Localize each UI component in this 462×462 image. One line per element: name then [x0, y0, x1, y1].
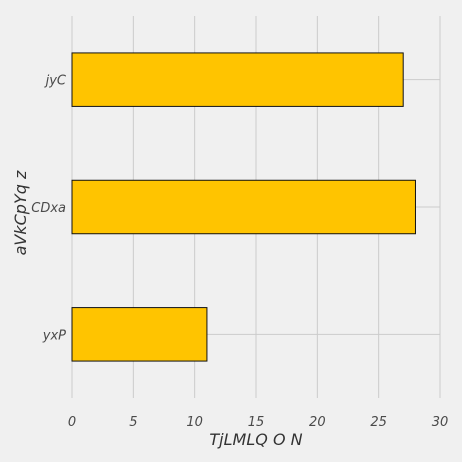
y-tick-labels: jyC CDxa yxP	[31, 74, 67, 344]
x-tick-label: 20	[309, 415, 326, 430]
x-tick-label: 25	[370, 415, 387, 430]
bars	[71, 52, 416, 362]
bar	[71, 52, 404, 107]
x-tick-label: 30	[432, 415, 449, 430]
bar	[71, 179, 416, 235]
y-axis-title: aVkCpYq z	[11, 170, 30, 255]
x-tick-label: 0	[68, 415, 76, 430]
x-tick-labels: 0 5 10 15 20 25 30	[68, 415, 448, 430]
y-tick-label: CDxa	[31, 201, 66, 216]
x-tick-label: 5	[129, 415, 137, 430]
bar	[71, 307, 208, 362]
y-tick-label: yxP	[42, 328, 66, 343]
x-tick-label: 15	[248, 415, 265, 430]
x-tick-label: 10	[186, 415, 203, 430]
y-tick-label: jyC	[44, 74, 67, 89]
x-axis-title: TjLMLQ O N	[209, 430, 302, 449]
